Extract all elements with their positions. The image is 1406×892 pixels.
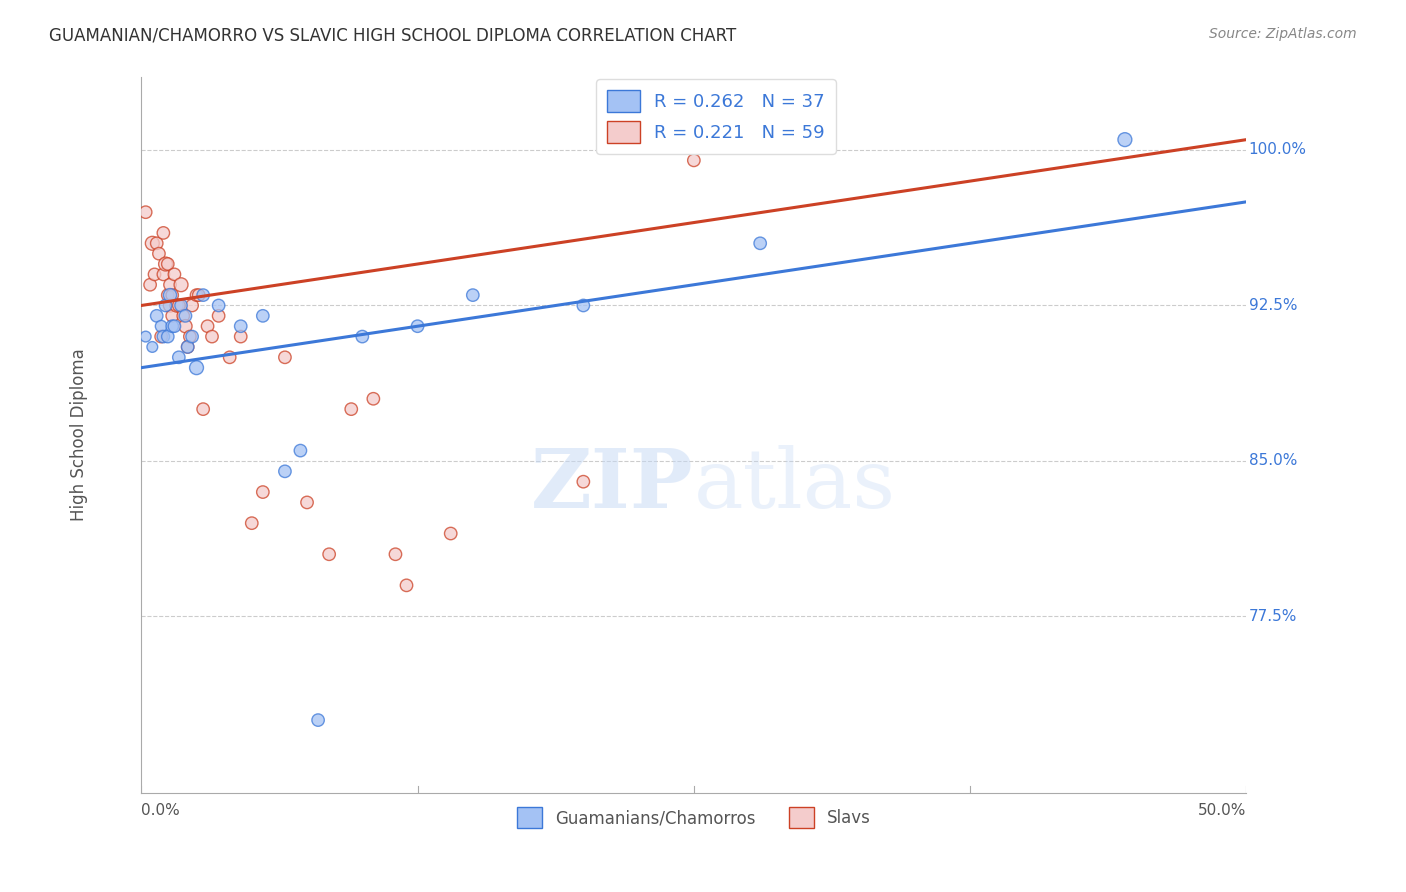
Point xyxy=(229,319,252,334)
Point xyxy=(172,309,194,323)
Point xyxy=(155,257,177,271)
Text: 0.0%: 0.0% xyxy=(141,803,180,818)
Point xyxy=(150,319,173,334)
Point xyxy=(406,319,429,334)
Point xyxy=(166,298,188,312)
Point xyxy=(440,526,463,541)
Point xyxy=(152,329,174,343)
Legend: Guamanians/Chamorros, Slavs: Guamanians/Chamorros, Slavs xyxy=(510,801,877,834)
Point xyxy=(240,516,263,530)
Point xyxy=(152,268,174,282)
Text: 92.5%: 92.5% xyxy=(1249,298,1298,313)
Point xyxy=(155,298,177,312)
Text: 50.0%: 50.0% xyxy=(1198,803,1247,818)
Point xyxy=(201,329,224,343)
Point xyxy=(167,351,190,365)
Text: 100.0%: 100.0% xyxy=(1249,143,1306,158)
Point xyxy=(156,257,179,271)
Point xyxy=(207,309,229,323)
Point xyxy=(461,288,484,302)
Point xyxy=(135,205,157,219)
Point xyxy=(163,268,186,282)
Point xyxy=(156,288,179,302)
Point xyxy=(163,319,186,334)
Point xyxy=(395,578,418,592)
Point xyxy=(295,495,318,509)
Point xyxy=(145,236,167,251)
Point xyxy=(148,246,170,260)
Point xyxy=(135,329,157,343)
Point xyxy=(174,319,197,334)
Point xyxy=(363,392,385,406)
Point xyxy=(181,329,204,343)
Point xyxy=(218,351,240,365)
Point xyxy=(170,298,193,312)
Point xyxy=(167,298,190,312)
Point xyxy=(384,547,406,561)
Point xyxy=(229,329,252,343)
Point xyxy=(174,309,197,323)
Point xyxy=(207,298,229,312)
Point xyxy=(186,360,208,375)
Point xyxy=(307,713,329,727)
Point xyxy=(160,319,183,334)
Text: Source: ZipAtlas.com: Source: ZipAtlas.com xyxy=(1209,27,1357,41)
Point xyxy=(143,268,166,282)
Text: 77.5%: 77.5% xyxy=(1249,609,1298,624)
Point xyxy=(1114,133,1136,147)
Point xyxy=(156,329,179,343)
Point xyxy=(141,236,163,251)
Point xyxy=(191,402,214,417)
Point xyxy=(139,277,162,292)
Point xyxy=(186,288,208,302)
Point xyxy=(191,288,214,302)
Point xyxy=(159,298,181,312)
Text: atlas: atlas xyxy=(693,445,896,525)
Point xyxy=(160,309,183,323)
Point xyxy=(682,153,704,168)
Point xyxy=(749,236,772,251)
Point xyxy=(170,277,193,292)
Point xyxy=(150,329,173,343)
Point xyxy=(152,226,174,240)
Point xyxy=(290,443,312,458)
Point xyxy=(274,351,297,365)
Point xyxy=(176,340,198,354)
Text: ZIP: ZIP xyxy=(531,445,693,525)
Text: GUAMANIAN/CHAMORRO VS SLAVIC HIGH SCHOOL DIPLOMA CORRELATION CHART: GUAMANIAN/CHAMORRO VS SLAVIC HIGH SCHOOL… xyxy=(49,27,737,45)
Point xyxy=(572,475,595,489)
Point xyxy=(318,547,340,561)
Point xyxy=(176,340,198,354)
Point xyxy=(340,402,363,417)
Text: High School Diploma: High School Diploma xyxy=(70,349,89,522)
Point xyxy=(187,288,209,302)
Point xyxy=(197,319,219,334)
Text: 85.0%: 85.0% xyxy=(1249,453,1298,468)
Point xyxy=(179,329,201,343)
Point xyxy=(145,309,167,323)
Point xyxy=(572,298,595,312)
Point xyxy=(252,309,274,323)
Point xyxy=(352,329,374,343)
Point xyxy=(160,288,183,302)
Point xyxy=(181,298,204,312)
Point xyxy=(141,340,163,354)
Point xyxy=(252,485,274,500)
Point xyxy=(274,464,297,478)
Point xyxy=(159,288,181,302)
Point xyxy=(159,277,181,292)
